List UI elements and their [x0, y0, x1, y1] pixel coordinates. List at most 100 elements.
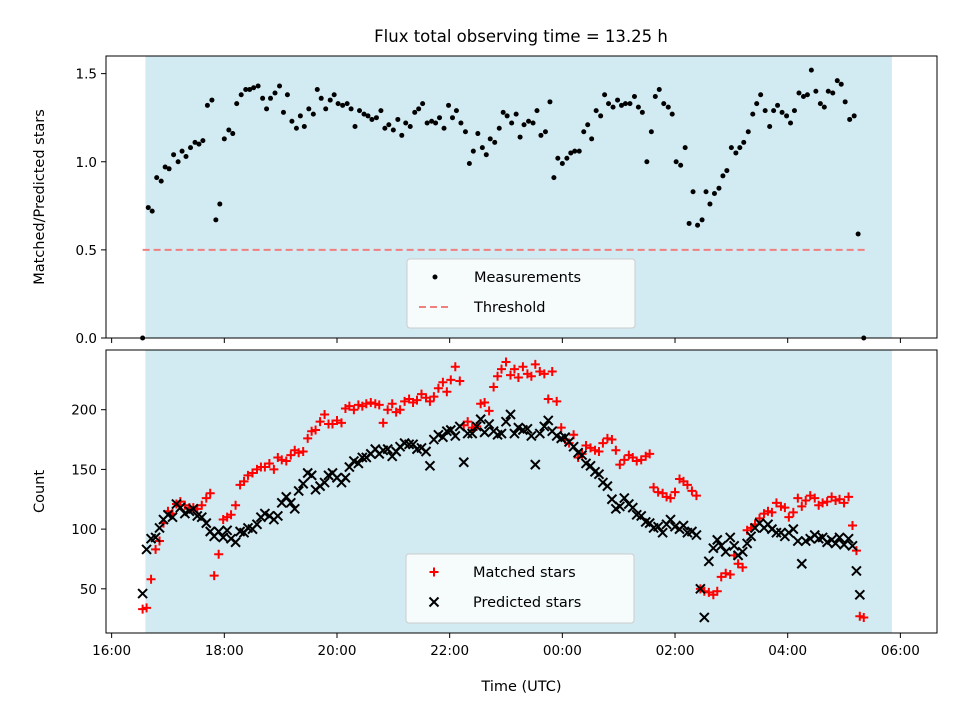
data-point: [142, 603, 152, 613]
data-point: [387, 399, 397, 409]
data-point: [792, 535, 804, 547]
data-point: [386, 122, 392, 128]
data-point: [585, 122, 591, 128]
data-point: [231, 500, 241, 510]
bottom-panel-counts: 16:00 18:00 20:00 22:00 00:00 02:00 04:00 06:00…: [32, 349, 938, 695]
data-point: [332, 415, 342, 425]
data-point: [183, 153, 189, 159]
data-point: [425, 396, 435, 406]
data-point: [509, 364, 519, 374]
data-point: [576, 148, 582, 154]
data-point: [767, 507, 777, 517]
data-point: [526, 118, 532, 124]
data-point: [784, 113, 790, 119]
data-point: [221, 136, 227, 142]
data-point: [652, 94, 658, 100]
data-point: [653, 487, 663, 497]
data-point: [847, 116, 853, 122]
data-point: [196, 511, 207, 523]
x-tick-label: 20:00: [318, 643, 357, 659]
data-point: [851, 113, 857, 119]
data-point: [775, 102, 781, 108]
data-point: [619, 102, 625, 108]
data-point: [854, 589, 866, 600]
data-point: [357, 108, 363, 114]
data-point: [175, 159, 181, 165]
data-point: [175, 497, 185, 507]
data-point: [598, 113, 604, 119]
data-point: [445, 424, 457, 436]
data-point: [648, 129, 654, 135]
data-point: [712, 586, 722, 596]
data-point: [340, 472, 351, 483]
data-point: [146, 574, 156, 584]
x-tick-label: 22:00: [430, 643, 469, 659]
data-point: [834, 78, 840, 84]
data-point: [479, 427, 490, 438]
data-point: [810, 493, 820, 503]
data-point: [521, 122, 527, 128]
data-point: [466, 428, 478, 439]
data-point: [716, 185, 722, 191]
data-point: [319, 477, 330, 488]
data-point: [636, 510, 647, 522]
data-point: [800, 94, 806, 100]
data-point: [272, 90, 278, 96]
y-tick-label: 1.5: [76, 67, 97, 83]
data-point: [788, 523, 799, 535]
data-point: [251, 85, 257, 91]
data-point: [493, 371, 503, 381]
data-point: [247, 86, 253, 92]
data-point: [552, 396, 562, 406]
data-point: [678, 162, 684, 168]
data-point: [234, 101, 240, 107]
data-point: [745, 531, 757, 542]
data-point: [395, 405, 405, 415]
data-point: [310, 111, 316, 117]
data-point: [353, 458, 364, 469]
axes-frame: [105, 55, 938, 339]
data-point: [657, 527, 668, 538]
data-point: [277, 83, 283, 89]
data-point: [555, 155, 561, 161]
data-point: [357, 452, 368, 463]
data-point: [433, 383, 443, 393]
data-point: [754, 101, 760, 107]
data-point: [450, 362, 460, 372]
data-point: [429, 392, 439, 402]
data-point: [294, 448, 304, 458]
data-point: [530, 459, 541, 470]
data-point: [556, 423, 566, 433]
data-point: [699, 217, 705, 223]
data-point: [589, 136, 595, 142]
data-point: [483, 152, 489, 158]
x-tick-label: 04:00: [768, 643, 807, 659]
data-point: [336, 418, 346, 428]
data-point: [374, 400, 384, 410]
data-point: [407, 124, 413, 129]
data-point: [733, 559, 743, 569]
x-tick-label: 16:00: [92, 643, 131, 659]
data-point: [602, 433, 612, 443]
data-point: [695, 583, 706, 595]
data-point: [635, 104, 641, 110]
data-point: [453, 108, 459, 114]
data-point: [844, 492, 854, 502]
data-point: [767, 124, 773, 129]
data-point: [226, 510, 236, 520]
data-point: [631, 94, 637, 100]
data-point: [390, 127, 396, 133]
data-point: [838, 81, 844, 87]
data-point: [179, 148, 185, 154]
data-point: [315, 417, 325, 427]
data-point: [196, 141, 202, 147]
legend-label: Threshold: [473, 300, 545, 316]
data-point: [716, 572, 726, 582]
y-tick-label: 1.0: [76, 155, 97, 171]
data-point: [424, 120, 430, 126]
legend-marker-predicted: [428, 596, 440, 608]
data-point: [382, 125, 388, 131]
data-point: [264, 106, 270, 112]
data-point: [349, 405, 359, 415]
